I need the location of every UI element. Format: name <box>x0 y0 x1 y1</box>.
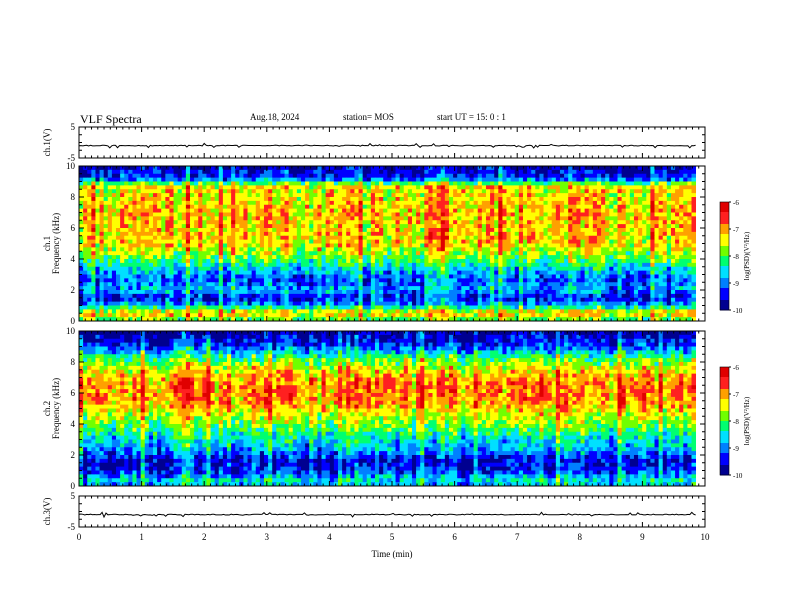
y-axis-label: ch.1(V) <box>42 129 52 157</box>
colorbar-tick-label: -8 <box>733 253 739 261</box>
station-label: station= MOS <box>343 112 394 122</box>
x-tick-label: 1 <box>139 532 144 542</box>
colorbar-tick-label: -6 <box>733 364 739 372</box>
y-tick-label: -5 <box>68 522 76 532</box>
colorbar-tick-label: -7 <box>733 391 739 399</box>
y-tick-label: 10 <box>66 161 76 171</box>
y-axis-label: ch.1 <box>42 236 52 251</box>
colorbar-tick-label: -10 <box>733 307 743 315</box>
y-tick-label: 4 <box>71 254 76 264</box>
y-tick-label: 5 <box>71 491 76 501</box>
y-tick-label: -5 <box>68 153 76 163</box>
x-tick-label: 6 <box>452 532 457 542</box>
colorbar-tick-label: -9 <box>733 445 739 453</box>
ch3-waveform-trace <box>78 511 696 519</box>
start-time-label: start UT = 15: 0 : 1 <box>437 112 506 122</box>
colorbar-tick-label: -8 <box>733 418 739 426</box>
colorbar-label: log(PSD)(V²/Hz) <box>743 396 751 445</box>
y-axis-label: Frequency (kHz) <box>51 213 61 274</box>
ch1-colorbar <box>719 201 731 311</box>
x-tick-label: 7 <box>515 532 520 542</box>
colorbar-tick-label: -6 <box>733 199 739 207</box>
y-tick-label: 8 <box>71 357 76 367</box>
y-tick-label: 0 <box>71 316 76 326</box>
y-axis-label: Frequency (kHz) <box>51 378 61 439</box>
colorbar-tick-label: -9 <box>733 280 739 288</box>
x-tick-label: 0 <box>77 532 82 542</box>
chart-title: VLF Spectra <box>80 112 142 126</box>
ch1-waveform-trace <box>78 142 696 149</box>
y-axis-label: ch.2 <box>42 401 52 416</box>
colorbar-tick-label: -7 <box>733 226 739 234</box>
y-axis-label: ch.3(V) <box>42 498 52 526</box>
y-tick-label: 4 <box>71 419 76 429</box>
x-tick-label: 9 <box>640 532 645 542</box>
x-tick-label: 8 <box>578 532 583 542</box>
ch1-spectrogram-image <box>79 166 697 322</box>
y-tick-label: 2 <box>71 285 76 295</box>
y-tick-label: 8 <box>71 192 76 202</box>
date-label: Aug.18, 2024 <box>250 112 300 122</box>
ch2-colorbar <box>719 366 731 476</box>
y-tick-label: 2 <box>71 450 76 460</box>
x-axis-label: Time (min) <box>372 549 413 559</box>
x-tick-label: 10 <box>701 532 711 542</box>
colorbar-label: log(PSD)(V²/Hz) <box>743 231 751 280</box>
y-tick-label: 10 <box>66 326 76 336</box>
colorbar-tick-label: -10 <box>733 472 743 480</box>
x-tick-label: 4 <box>327 532 332 542</box>
y-tick-label: 5 <box>71 122 76 132</box>
y-tick-label: 0 <box>71 481 76 491</box>
x-tick-label: 5 <box>390 532 395 542</box>
x-tick-label: 3 <box>265 532 270 542</box>
x-tick-label: 2 <box>202 532 207 542</box>
ch2-spectrogram-image <box>79 331 697 487</box>
y-tick-label: 6 <box>71 223 76 233</box>
y-tick-label: 6 <box>71 388 76 398</box>
